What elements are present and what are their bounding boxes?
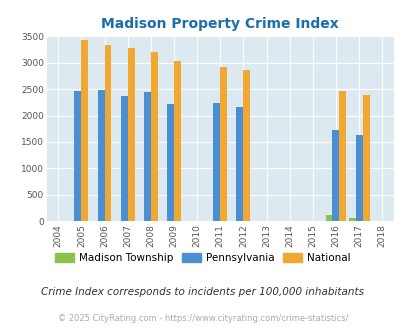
Bar [173, 61, 181, 221]
Bar [97, 90, 104, 221]
Bar [220, 67, 227, 221]
Title: Madison Property Crime Index: Madison Property Crime Index [101, 17, 338, 31]
Bar [339, 91, 345, 221]
Bar [348, 218, 355, 221]
Bar [213, 103, 220, 221]
Bar [362, 95, 369, 221]
Legend: Madison Township, Pennsylvania, National: Madison Township, Pennsylvania, National [51, 248, 354, 267]
Bar [127, 49, 134, 221]
Text: © 2025 CityRating.com - https://www.cityrating.com/crime-statistics/: © 2025 CityRating.com - https://www.city… [58, 314, 347, 323]
Bar [355, 135, 362, 221]
Bar [151, 52, 158, 221]
Bar [243, 70, 250, 221]
Bar [81, 40, 88, 221]
Bar [104, 45, 111, 221]
Bar [74, 91, 81, 221]
Bar [325, 215, 332, 221]
Bar [236, 107, 243, 221]
Bar [166, 104, 173, 221]
Text: Crime Index corresponds to incidents per 100,000 inhabitants: Crime Index corresponds to incidents per… [41, 287, 364, 297]
Bar [143, 92, 151, 221]
Bar [332, 130, 339, 221]
Bar [120, 96, 127, 221]
